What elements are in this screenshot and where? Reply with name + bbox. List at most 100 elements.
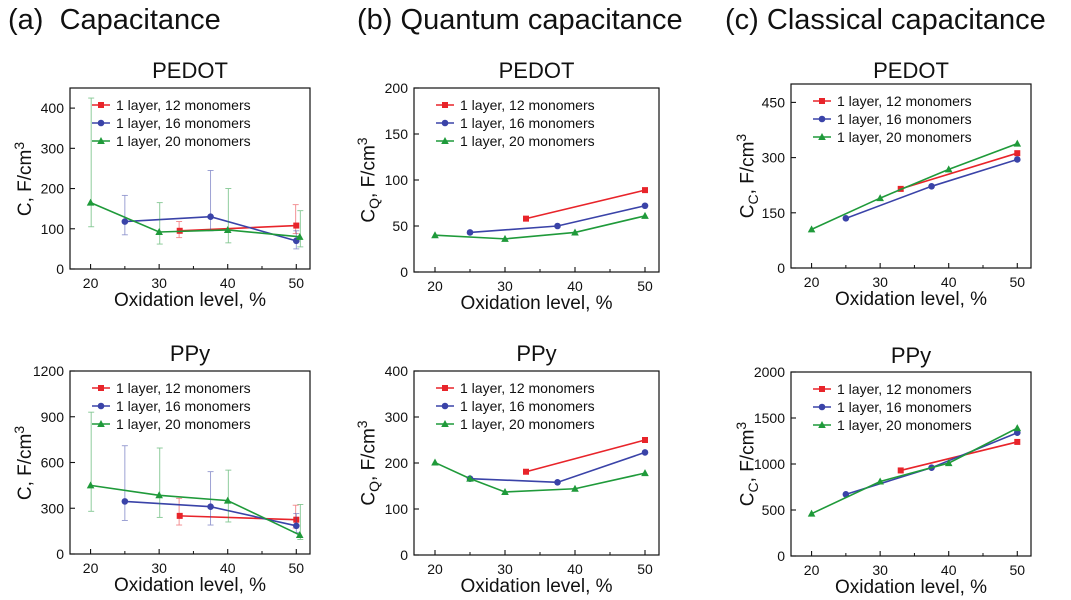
data-point (207, 503, 214, 511)
x-tick-label: 20 (83, 275, 99, 291)
legend-marker (98, 102, 104, 108)
legend-marker (819, 386, 825, 392)
x-tick-label: 50 (1009, 274, 1025, 290)
y-tick-label: 0 (777, 260, 785, 276)
series-s12 (523, 187, 648, 222)
x-axis-label: Oxidation level, % (113, 575, 267, 596)
data-point (641, 469, 649, 477)
panel-title: PPy (890, 343, 932, 368)
data-point (207, 213, 214, 221)
data-point (1013, 156, 1021, 163)
data-point (295, 530, 304, 538)
legend: 1 layer, 12 monomers 1 layer, 16 monomers… (813, 93, 972, 145)
data-point (897, 467, 904, 474)
error-bar (225, 469, 232, 523)
y-tick-label: 500 (762, 502, 786, 518)
y-tick-label: 0 (777, 548, 785, 564)
y-tick-label: 100 (385, 172, 409, 188)
data-point (501, 234, 509, 242)
series-s20 (807, 139, 1022, 233)
legend-marker (442, 385, 448, 391)
y-tick-label: 100 (41, 221, 65, 237)
data-point (571, 484, 579, 492)
legend-marker (441, 119, 449, 127)
legend-label: 1 layer, 20 monomers (460, 416, 595, 432)
legend-label: 1 layer, 16 monomers (460, 398, 595, 414)
data-point (642, 187, 648, 194)
column-heading-b: (b) Quantum capacitance (357, 4, 683, 37)
x-tick-label: 30 (151, 275, 167, 291)
legend-marker (442, 102, 448, 108)
legend-label: 1 layer, 16 monomers (460, 115, 595, 131)
x-tick-label: 30 (872, 562, 888, 578)
legend-marker (441, 137, 449, 144)
legend: 1 layer, 12 monomers 1 layer, 16 monomers… (92, 97, 251, 149)
data-point (295, 232, 304, 240)
error-bar (121, 445, 128, 521)
panel-tag-b: (b) (357, 4, 393, 36)
error-bar (121, 194, 128, 236)
error-bar (156, 202, 163, 245)
column-title-a: Capacitance (59, 4, 221, 36)
x-tick-label: 50 (288, 275, 304, 291)
x-tick-label: 40 (567, 561, 583, 577)
data-point (155, 227, 163, 235)
error-bar (88, 411, 95, 512)
legend-label: 1 layer, 12 monomers (837, 93, 972, 109)
legend: 1 layer, 12 monomers 1 layer, 16 monomers… (436, 380, 595, 432)
data-point (928, 183, 935, 190)
legend-marker (818, 115, 826, 123)
x-tick-label: 20 (427, 561, 443, 577)
y-tick-label: 2000 (754, 364, 785, 380)
legend-label: 1 layer, 16 monomers (116, 115, 251, 131)
data-point (554, 222, 561, 230)
legend-marker (818, 403, 826, 411)
x-tick-label: 40 (567, 278, 583, 294)
panel-title: PEDOT (498, 58, 575, 83)
data-point (554, 479, 561, 486)
plot-frame (69, 87, 311, 270)
data-point (876, 194, 884, 202)
y-tick-label: 300 (385, 409, 409, 425)
data-point (842, 215, 850, 222)
y-tick-label: 150 (385, 126, 409, 142)
data-point (642, 437, 648, 443)
x-tick-label: 30 (151, 560, 167, 576)
legend-marker (97, 119, 105, 127)
series-s20 (431, 458, 649, 495)
data-point (1013, 424, 1022, 432)
y-tick-label: 200 (385, 80, 409, 96)
data-point (1013, 139, 1022, 147)
column-heading-c: (c) Classical capacitance (725, 4, 1046, 37)
legend-marker (818, 133, 826, 140)
series-line (179, 224, 297, 232)
error-bar (292, 204, 299, 235)
data-point (86, 481, 95, 489)
error-bar (225, 188, 232, 244)
series-line (179, 515, 297, 521)
y-tick-label: 400 (385, 363, 409, 379)
x-tick-label: 20 (427, 278, 443, 294)
y-tick-label: 100 (385, 501, 409, 517)
y-tick-label: 1200 (33, 363, 64, 379)
y-tick-label: 50 (392, 218, 408, 234)
data-point (431, 458, 439, 466)
plot-frame (790, 83, 1032, 269)
y-tick-label: 0 (400, 547, 408, 563)
legend-marker (97, 402, 105, 410)
data-point (641, 202, 649, 210)
error-bar (297, 210, 304, 248)
x-tick-label: 40 (220, 275, 236, 291)
data-point (523, 215, 529, 222)
x-tick-label: 30 (497, 561, 513, 577)
x-tick-label: 20 (804, 274, 820, 290)
y-tick-label: 300 (41, 140, 65, 156)
data-point (944, 165, 953, 173)
legend-label: 1 layer, 20 monomers (116, 133, 251, 149)
series-s16 (121, 170, 300, 250)
legend-label: 1 layer, 12 monomers (116, 380, 251, 396)
series-s20 (431, 211, 649, 242)
